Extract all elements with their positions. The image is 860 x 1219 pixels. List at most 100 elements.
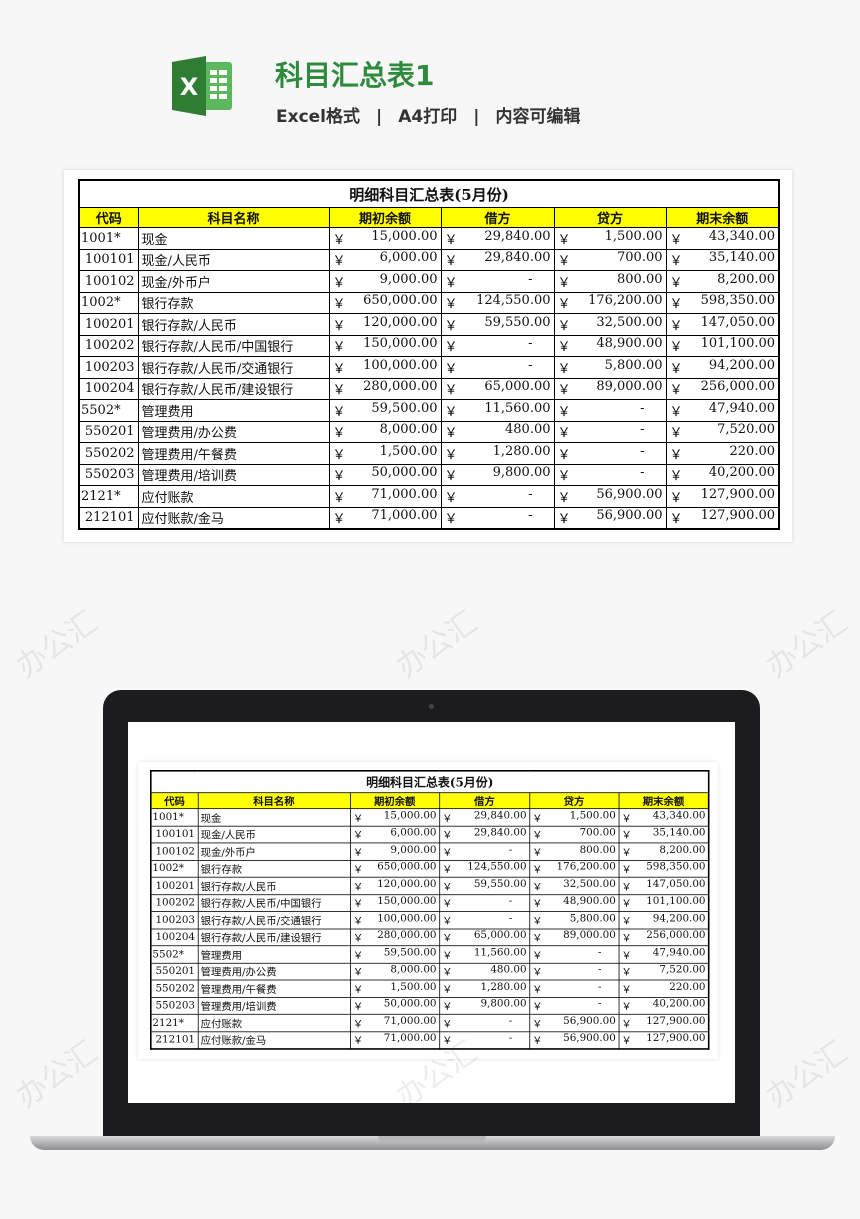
amount: 65,000.00 [484, 379, 551, 395]
table-row: 2121* 应付账款 ￥ 71,000.00 ￥ - ￥ 56,900.00 ￥ 127,900.… [78, 485, 780, 508]
closing-cell: ￥ 94,200.00 [665, 356, 780, 379]
money-value: ￥ 43,340.00 [670, 229, 776, 248]
code-cell: 550202 [78, 442, 139, 465]
currency-symbol: ￥ [532, 829, 543, 842]
amount: 89,000.00 [563, 929, 616, 942]
amount: 56,900.00 [596, 486, 663, 502]
opening-cell: ￥ 650,000.00 [328, 291, 442, 314]
money-value: ￥ 71,000.00 [333, 487, 438, 506]
currency-symbol: ￥ [352, 949, 364, 962]
laptop-screen: 明细科目汇总表(5月份) 代码 科目名称 期初余额 借方 贷方 期末余额 1001* 现金 ￥ 15… [128, 722, 735, 1103]
code-cell: 100101 [78, 248, 139, 271]
money-value: ￥ 65,000.00 [442, 930, 526, 945]
debit-cell: ￥ 124,550.00 [440, 291, 555, 314]
money-value: ￥ 35,140.00 [670, 250, 776, 269]
money-value: ￥ 65,000.00 [445, 379, 551, 398]
closing-cell: ￥ 43,340.00 [665, 227, 780, 250]
money-value: ￥ 1,280.00 [442, 981, 526, 996]
table-row: 550202 管理费用/午餐费 ￥ 1,500.00 ￥ 1,280.00 ￥ - ￥ 220.0… [78, 442, 780, 465]
column-header: 科目名称 [197, 792, 351, 810]
currency-symbol: ￥ [557, 361, 571, 377]
credit-cell: ￥ 800.00 [553, 270, 667, 293]
currency-symbol: ￥ [352, 984, 364, 997]
name-cell: 银行存款 [197, 859, 351, 878]
table-row: 1002* 银行存款 ￥ 650,000.00 ￥ 124,550.00 ￥ 176,200.… [78, 291, 780, 314]
money-value: ￥ 800.00 [558, 272, 663, 291]
money-value: ￥ 47,940.00 [670, 401, 776, 420]
watermark: 办公汇 [760, 604, 854, 686]
opening-cell: ￥ 6,000.00 [328, 248, 442, 271]
watermark: 办公汇 [10, 604, 104, 686]
camera-icon [429, 704, 434, 709]
currency-symbol: ￥ [669, 404, 683, 420]
currency-symbol: ￥ [444, 275, 458, 291]
amount: - [597, 963, 602, 976]
code-cell: 5502* [150, 945, 199, 964]
amount: 120,000.00 [377, 878, 437, 891]
debit-cell: ￥ - [438, 842, 530, 861]
amount: - [508, 1015, 513, 1028]
code-cell: 1002* [78, 291, 139, 314]
money-value: ￥ 6,000.00 [353, 827, 437, 842]
code-cell: 100201 [78, 313, 139, 336]
amount: 56,900.00 [596, 508, 663, 524]
currency-symbol: ￥ [352, 829, 364, 842]
currency-symbol: ￥ [352, 1001, 364, 1014]
currency-symbol: ￥ [332, 254, 346, 270]
currency-symbol: ￥ [352, 1035, 364, 1048]
column-header: 期末余额 [618, 792, 710, 810]
currency-symbol: ￥ [332, 361, 346, 377]
closing-cell: ￥ 147,050.00 [618, 876, 710, 895]
credit-cell: ￥ 32,500.00 [553, 313, 667, 336]
currency-symbol: ￥ [557, 447, 571, 463]
code-cell: 100102 [150, 842, 199, 861]
amount: 8,200.00 [717, 271, 776, 287]
amount: 127,900.00 [646, 1032, 706, 1045]
closing-cell: ￥ 127,900.00 [618, 1031, 710, 1050]
table-row: 212101 应付账款/金马 ￥ 71,000.00 ￥ - ￥ 56,900.00 ￥ 127,… [150, 1031, 710, 1050]
table-caption: 明细科目汇总表(5月份) [78, 179, 780, 208]
currency-symbol: ￥ [352, 898, 364, 911]
table-row: 1001* 现金 ￥ 15,000.00 ￥ 29,840.00 ￥ 1,500.00 ￥ 43,… [78, 227, 780, 250]
name-cell: 银行存款/人民币/交通银行 [137, 356, 330, 379]
amount: 100,000.00 [363, 357, 438, 373]
opening-cell: ￥ 1,500.00 [349, 979, 440, 998]
name-cell: 管理费用/午餐费 [137, 442, 330, 465]
money-value: ￥ 5,800.00 [558, 358, 663, 377]
amount: 65,000.00 [473, 929, 527, 942]
money-value: ￥ 598,350.00 [621, 861, 705, 876]
money-value: ￥ 9,800.00 [445, 465, 551, 484]
table-row: 5502* 管理费用 ￥ 59,500.00 ￥ 11,560.00 ￥ - ￥ 47,940.0… [78, 399, 780, 422]
debit-cell: ￥ - [438, 911, 530, 929]
money-value: ￥ 71,000.00 [353, 1032, 437, 1047]
table-row: 550203 管理费用/培训费 ￥ 50,000.00 ￥ 9,800.00 ￥ - ￥ 40,2… [78, 463, 780, 486]
closing-cell: ￥ 127,900.00 [665, 485, 780, 508]
name-cell: 银行存款/人民币 [137, 313, 330, 336]
amount: 147,050.00 [700, 314, 776, 330]
currency-symbol: ￥ [444, 426, 458, 442]
currency-symbol: ￥ [669, 361, 683, 377]
money-value: ￥ 71,000.00 [333, 508, 438, 527]
opening-cell: ￥ 280,000.00 [349, 928, 440, 947]
money-value: ￥ 127,900.00 [670, 487, 776, 506]
table-row: 100201 银行存款/人民币 ￥ 120,000.00 ￥ 59,550.00 ￥ 32,5… [150, 876, 710, 895]
credit-cell: ￥ 56,900.00 [528, 1031, 620, 1050]
credit-cell: ￥ 48,900.00 [528, 893, 620, 912]
money-value: ￥ 150,000.00 [333, 336, 438, 355]
money-value: ￥ 29,840.00 [442, 810, 526, 825]
amount: 15,000.00 [383, 809, 437, 822]
code-cell: 100204 [150, 928, 199, 947]
money-value: ￥ 29,840.00 [442, 827, 526, 842]
currency-symbol: ￥ [442, 881, 453, 894]
amount: 47,940.00 [652, 946, 706, 959]
code-cell: 100203 [78, 356, 139, 379]
credit-cell: ￥ 56,900.00 [553, 506, 667, 530]
amount: 29,840.00 [484, 250, 551, 266]
currency-symbol: ￥ [669, 512, 683, 528]
opening-cell: ￥ 650,000.00 [349, 859, 440, 878]
currency-symbol: ￥ [332, 512, 346, 528]
opening-cell: ￥ 280,000.00 [328, 377, 442, 400]
currency-symbol: ￥ [332, 404, 346, 420]
name-cell: 银行存款/人民币/建设银行 [137, 377, 330, 400]
money-value: ￥ 101,100.00 [621, 895, 705, 910]
